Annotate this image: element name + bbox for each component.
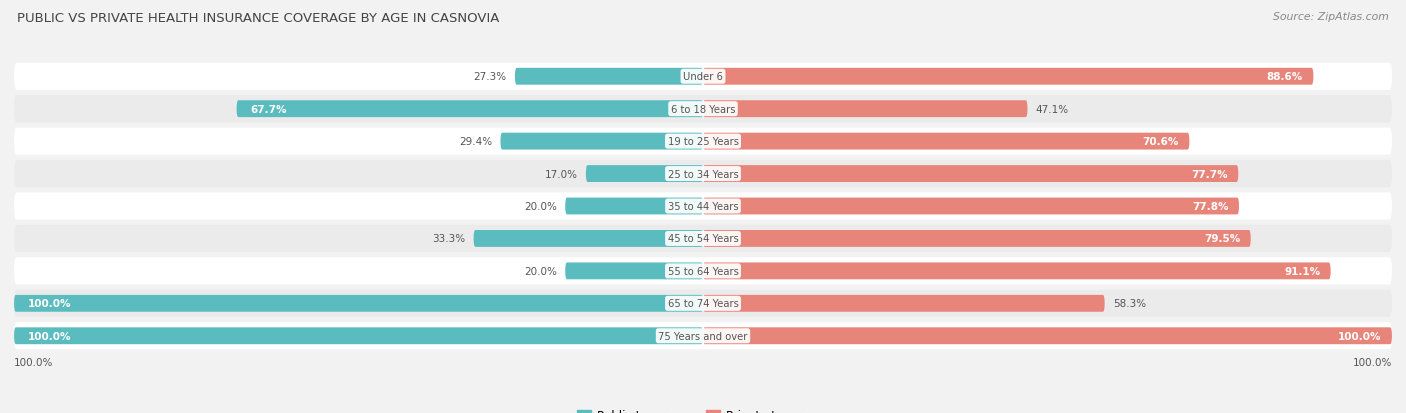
Text: 25 to 34 Years: 25 to 34 Years [668, 169, 738, 179]
Text: 91.1%: 91.1% [1284, 266, 1320, 276]
FancyBboxPatch shape [501, 133, 703, 150]
Text: 100.0%: 100.0% [1339, 331, 1382, 341]
FancyBboxPatch shape [703, 295, 1105, 312]
Text: 29.4%: 29.4% [460, 137, 492, 147]
Text: 100.0%: 100.0% [28, 331, 72, 341]
FancyBboxPatch shape [14, 96, 1392, 123]
FancyBboxPatch shape [474, 230, 703, 247]
FancyBboxPatch shape [14, 225, 1392, 252]
Text: 55 to 64 Years: 55 to 64 Years [668, 266, 738, 276]
FancyBboxPatch shape [703, 230, 1251, 247]
FancyBboxPatch shape [703, 198, 1239, 215]
Text: 65 to 74 Years: 65 to 74 Years [668, 299, 738, 309]
Text: 45 to 54 Years: 45 to 54 Years [668, 234, 738, 244]
FancyBboxPatch shape [703, 166, 1239, 183]
FancyBboxPatch shape [586, 166, 703, 183]
Legend: Public Insurance, Private Insurance: Public Insurance, Private Insurance [572, 404, 834, 413]
Text: 77.7%: 77.7% [1191, 169, 1227, 179]
Text: 6 to 18 Years: 6 to 18 Years [671, 104, 735, 114]
Text: 75 Years and over: 75 Years and over [658, 331, 748, 341]
Text: 20.0%: 20.0% [524, 202, 557, 211]
FancyBboxPatch shape [565, 198, 703, 215]
Text: 100.0%: 100.0% [28, 299, 72, 309]
FancyBboxPatch shape [14, 128, 1392, 155]
FancyBboxPatch shape [703, 69, 1313, 85]
Text: 47.1%: 47.1% [1036, 104, 1069, 114]
Text: 20.0%: 20.0% [524, 266, 557, 276]
FancyBboxPatch shape [14, 322, 1392, 349]
Text: 100.0%: 100.0% [1353, 358, 1392, 368]
Text: 88.6%: 88.6% [1267, 72, 1303, 82]
FancyBboxPatch shape [14, 258, 1392, 285]
FancyBboxPatch shape [14, 328, 703, 344]
FancyBboxPatch shape [14, 193, 1392, 220]
FancyBboxPatch shape [14, 64, 1392, 91]
FancyBboxPatch shape [703, 101, 1028, 118]
Text: PUBLIC VS PRIVATE HEALTH INSURANCE COVERAGE BY AGE IN CASNOVIA: PUBLIC VS PRIVATE HEALTH INSURANCE COVER… [17, 12, 499, 25]
Text: Source: ZipAtlas.com: Source: ZipAtlas.com [1274, 12, 1389, 22]
Text: Under 6: Under 6 [683, 72, 723, 82]
Text: 67.7%: 67.7% [250, 104, 287, 114]
FancyBboxPatch shape [703, 133, 1189, 150]
Text: 79.5%: 79.5% [1204, 234, 1240, 244]
Text: 100.0%: 100.0% [14, 358, 53, 368]
Text: 17.0%: 17.0% [544, 169, 578, 179]
Text: 58.3%: 58.3% [1114, 299, 1146, 309]
FancyBboxPatch shape [703, 328, 1392, 344]
FancyBboxPatch shape [703, 263, 1330, 280]
FancyBboxPatch shape [236, 101, 703, 118]
Text: 33.3%: 33.3% [432, 234, 465, 244]
FancyBboxPatch shape [515, 69, 703, 85]
Text: 77.8%: 77.8% [1192, 202, 1229, 211]
Text: 70.6%: 70.6% [1143, 137, 1180, 147]
FancyBboxPatch shape [14, 161, 1392, 188]
Text: 19 to 25 Years: 19 to 25 Years [668, 137, 738, 147]
Text: 35 to 44 Years: 35 to 44 Years [668, 202, 738, 211]
FancyBboxPatch shape [565, 263, 703, 280]
Text: 27.3%: 27.3% [474, 72, 506, 82]
FancyBboxPatch shape [14, 290, 1392, 317]
FancyBboxPatch shape [14, 295, 703, 312]
